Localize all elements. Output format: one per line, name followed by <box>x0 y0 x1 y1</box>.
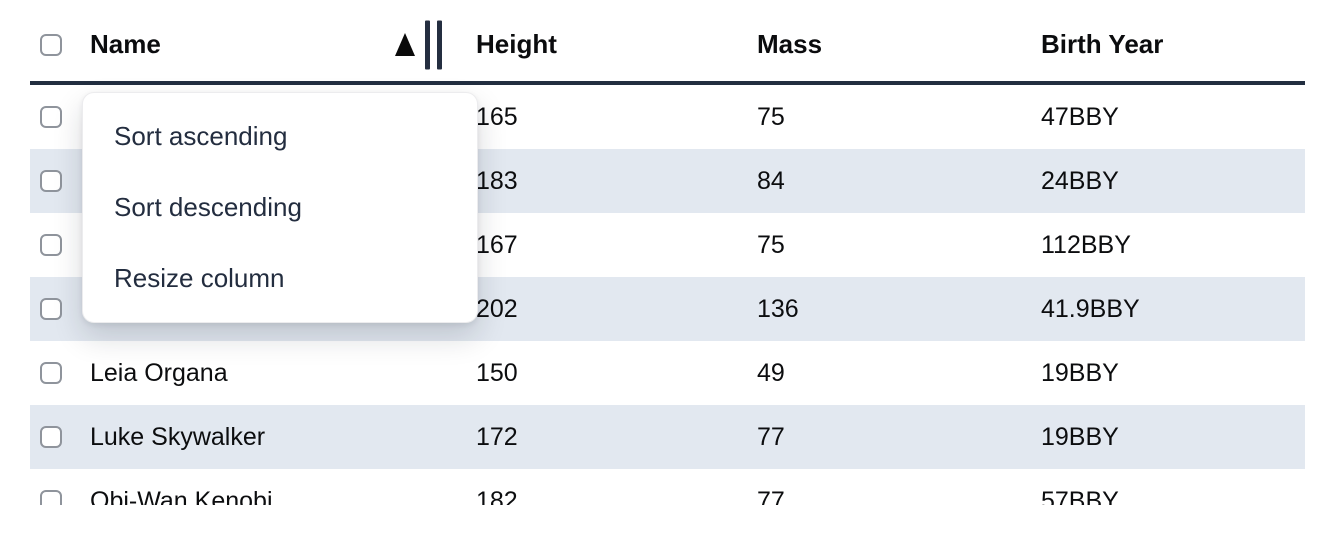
row-checkbox[interactable] <box>40 170 62 192</box>
row-checkbox[interactable] <box>40 490 62 505</box>
table-row: Obi-Wan Kenobi 182 77 57BBY <box>30 469 1305 505</box>
table-row: 167 75 112BBY <box>30 213 1305 277</box>
resize-bar-icon <box>425 20 430 69</box>
cell-mass: 77 <box>757 486 785 506</box>
menu-item-sort-descending[interactable]: Sort descending <box>114 192 302 222</box>
column-header-birth-year[interactable]: Birth Year <box>1041 29 1164 59</box>
cell-mass: 77 <box>757 422 785 451</box>
cell-name: Leia Organa <box>90 358 228 387</box>
row-checkbox[interactable] <box>40 106 62 128</box>
header-checkbox-cell <box>30 33 90 56</box>
column-header-height[interactable]: Height <box>476 29 557 59</box>
row-checkbox[interactable] <box>40 234 62 256</box>
column-resize-handle[interactable] <box>425 20 442 69</box>
cell-height: 165 <box>476 102 518 131</box>
cell-birth-year: 41.9BBY <box>1041 294 1140 323</box>
cell-birth-year: 47BBY <box>1041 102 1119 131</box>
cell-birth-year: 19BBY <box>1041 422 1119 451</box>
column-context-menu: Sort ascending Sort descending Resize co… <box>82 92 478 323</box>
cell-mass: 136 <box>757 294 799 323</box>
cell-name: Obi-Wan Kenobi <box>90 486 273 506</box>
cell-birth-year: 57BBY <box>1041 486 1119 506</box>
table-header-row: Name Height Mass Birth Year <box>30 0 1305 85</box>
cell-height: 167 <box>476 230 518 259</box>
row-checkbox[interactable] <box>40 362 62 384</box>
column-header-mass[interactable]: Mass <box>757 29 823 59</box>
cell-mass: 49 <box>757 358 785 387</box>
cell-mass: 84 <box>757 166 785 195</box>
cell-mass: 75 <box>757 230 785 259</box>
cell-birth-year: 24BBY <box>1041 166 1119 195</box>
select-all-checkbox[interactable] <box>40 33 62 56</box>
table-row: 165 75 47BBY <box>30 85 1305 149</box>
cell-mass: 75 <box>757 102 785 131</box>
cell-name: Luke Skywalker <box>90 422 266 451</box>
cell-height: 202 <box>476 294 518 323</box>
cell-birth-year: 112BBY <box>1041 230 1131 259</box>
row-checkbox[interactable] <box>40 426 62 448</box>
cell-height: 172 <box>476 422 518 451</box>
cell-height: 150 <box>476 358 518 387</box>
cell-height: 182 <box>476 486 518 506</box>
cell-height: 183 <box>476 166 518 195</box>
menu-item-resize-column[interactable]: Resize column <box>114 263 285 293</box>
table-row: Leia Organa 150 49 19BBY <box>30 341 1305 405</box>
sort-ascending-icon <box>395 32 415 56</box>
resize-bar-icon <box>437 20 442 69</box>
column-header-name[interactable]: Name <box>90 20 476 69</box>
cell-birth-year: 19BBY <box>1041 358 1119 387</box>
column-header-name-label: Name <box>90 29 161 59</box>
table-row: Luke Skywalker 172 77 19BBY <box>30 405 1305 469</box>
menu-item-sort-ascending[interactable]: Sort ascending <box>114 121 288 151</box>
row-checkbox[interactable] <box>40 298 62 320</box>
